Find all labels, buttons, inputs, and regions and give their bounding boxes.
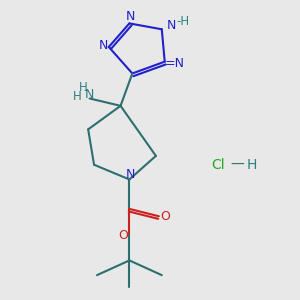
Text: N: N <box>125 11 135 23</box>
Text: =N: =N <box>165 57 185 70</box>
Text: O: O <box>118 229 128 242</box>
Text: O: O <box>160 210 170 223</box>
Text: H: H <box>73 90 81 103</box>
Text: H: H <box>79 81 87 94</box>
Text: N: N <box>99 39 108 52</box>
Text: N: N <box>167 19 176 32</box>
Text: -: - <box>84 84 88 97</box>
Text: —: — <box>230 158 244 172</box>
Text: Cl: Cl <box>211 158 224 172</box>
Text: N: N <box>85 88 94 100</box>
Text: -H: -H <box>176 15 190 28</box>
Text: N: N <box>126 168 136 181</box>
Text: H: H <box>246 158 257 172</box>
